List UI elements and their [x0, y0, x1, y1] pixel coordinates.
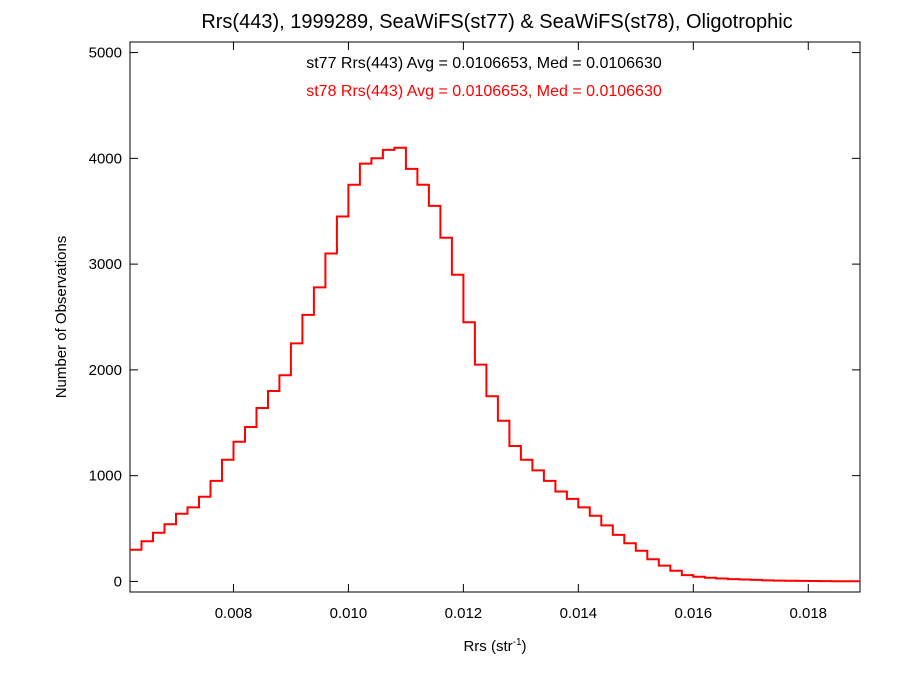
x-tick-label-4: 0.016 — [675, 605, 713, 622]
x-axis-label: Rrs (str-1) — [463, 637, 526, 655]
annotation-st77: st77 Rrs(443) Avg = 0.0106653, Med = 0.0… — [306, 55, 662, 72]
histogram-series-line — [130, 146, 860, 583]
y-axis-label: Number of Observations — [53, 236, 70, 399]
x-axis-ticks: 0.008 0.010 0.012 0.014 0.016 0.018 — [215, 42, 827, 622]
y-tick-label-3: 3000 — [89, 256, 122, 273]
x-tick-label-0: 0.008 — [215, 605, 253, 622]
y-tick-label-1: 1000 — [89, 468, 122, 485]
y-tick-label-4: 4000 — [89, 150, 122, 167]
y-tick-label-0: 0 — [114, 573, 122, 590]
plot-frame — [129, 41, 861, 593]
x-tick-label-3: 0.014 — [560, 605, 598, 622]
x-axis-label-main: Rrs (str — [463, 638, 512, 655]
y-tick-label-2: 2000 — [89, 362, 122, 379]
y-tick-label-5: 5000 — [89, 45, 122, 62]
x-tick-label-2: 0.012 — [445, 605, 483, 622]
x-axis-label-superscript: -1 — [513, 637, 522, 648]
x-axis-label-suffix: ) — [522, 638, 527, 655]
x-tick-label-1: 0.010 — [330, 605, 368, 622]
x-tick-label-5: 0.018 — [789, 605, 827, 622]
chart-title: Rrs(443), 1999289, SeaWiFS(st77) & SeaWi… — [201, 11, 792, 33]
y-axis-ticks: 0 1000 2000 3000 4000 5000 — [89, 45, 860, 590]
annotation-st78: st78 Rrs(443) Avg = 0.0106653, Med = 0.0… — [306, 83, 662, 100]
